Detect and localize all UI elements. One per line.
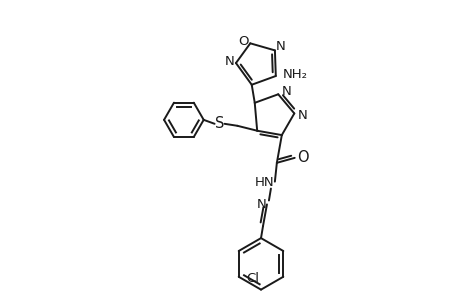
Text: N: N: [224, 55, 235, 68]
Text: O: O: [238, 35, 248, 48]
Text: NH₂: NH₂: [282, 68, 308, 80]
Text: N: N: [275, 40, 285, 53]
Text: HN: HN: [255, 176, 274, 189]
Text: O: O: [296, 150, 308, 165]
Text: Cl: Cl: [246, 272, 258, 285]
Text: N: N: [281, 85, 291, 98]
Text: N: N: [257, 198, 266, 211]
Text: N: N: [297, 109, 307, 122]
Text: S: S: [214, 116, 224, 131]
